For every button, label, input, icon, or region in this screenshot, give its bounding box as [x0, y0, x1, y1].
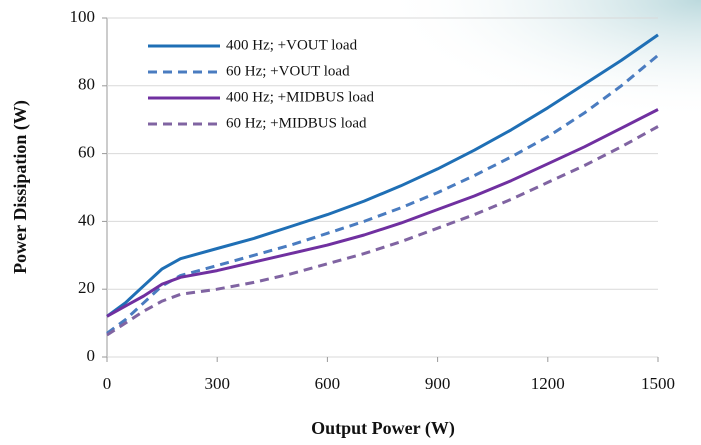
legend-label: 60 Hz; +VOUT load — [226, 63, 350, 79]
line-series — [106, 125, 659, 337]
y-tick-label: 80 — [78, 75, 95, 94]
y-tick-label: 60 — [78, 143, 95, 162]
line-series — [106, 108, 659, 318]
y-axis-title: Power Dissipation (W) — [10, 100, 31, 274]
y-tick-label: 0 — [87, 346, 96, 365]
x-tick-label: 1200 — [531, 374, 565, 393]
legend-label: 400 Hz; +MIDBUS load — [226, 89, 375, 105]
x-tick-label: 300 — [204, 374, 230, 393]
y-tick-label: 100 — [70, 7, 96, 26]
x-tick-label: 0 — [103, 374, 112, 393]
background-decoration — [380, 0, 701, 120]
x-axis-title: Output Power (W) — [311, 418, 455, 439]
y-tick-label: 40 — [78, 210, 95, 229]
y-tick-label: 20 — [78, 278, 95, 297]
x-tick-label: 1500 — [641, 374, 675, 393]
x-tick-label: 900 — [425, 374, 451, 393]
line-series — [106, 54, 659, 335]
line-series — [106, 33, 659, 318]
legend-label: 400 Hz; +VOUT load — [226, 37, 358, 53]
x-tick-label: 600 — [315, 374, 341, 393]
legend-label: 60 Hz; +MIDBUS load — [226, 115, 367, 131]
